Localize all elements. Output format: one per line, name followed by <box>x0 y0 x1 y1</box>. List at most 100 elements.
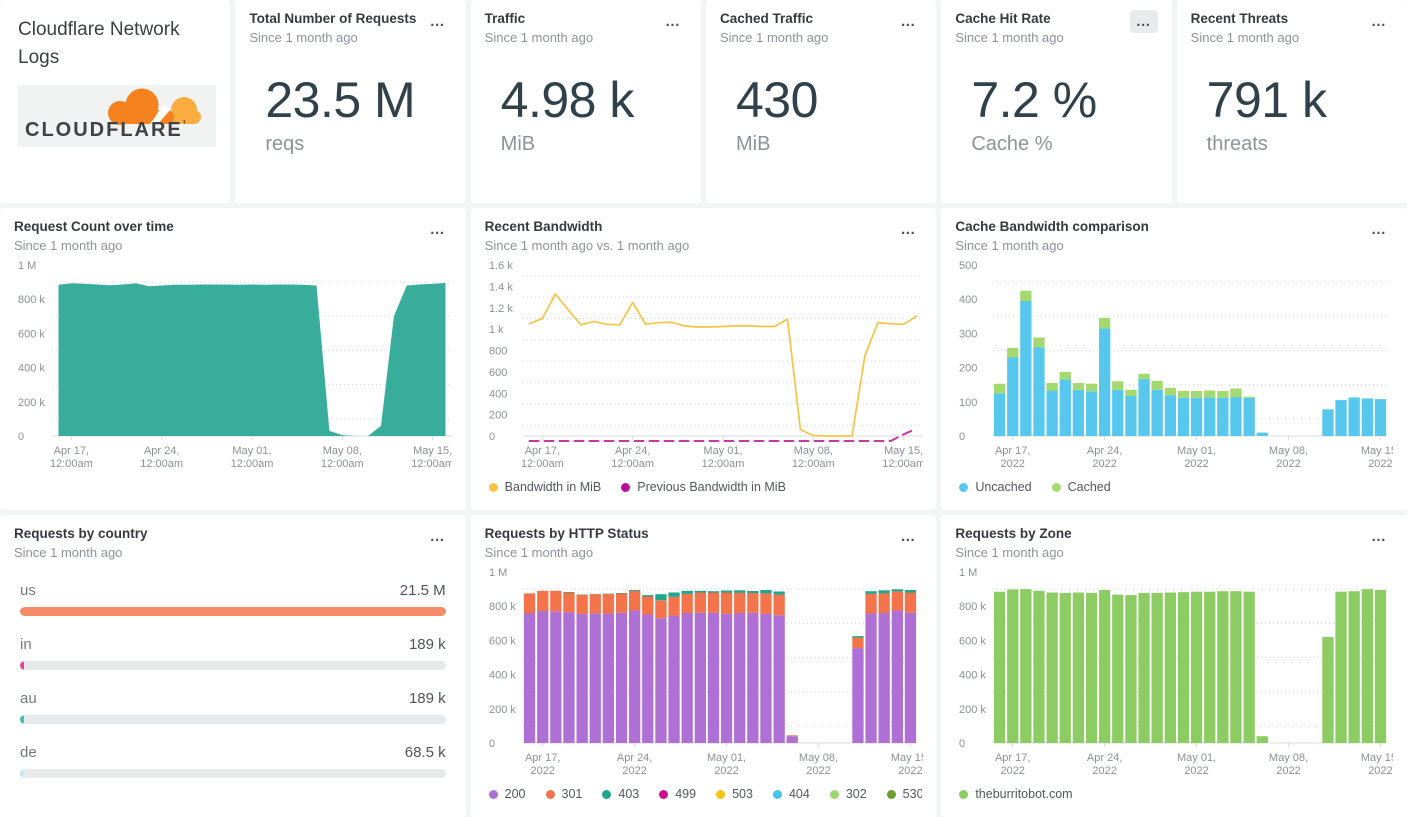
legend-color-dot <box>1051 482 1061 492</box>
svg-text:May 08,: May 08, <box>323 445 362 457</box>
svg-text:2022: 2022 <box>1369 765 1393 777</box>
panel-cached-traffic: Cached Traffic Since 1 month ago … 430 M… <box>705 0 937 203</box>
gauge-country-label: us <box>20 581 36 599</box>
requests-by-http-status-chart[interactable]: 1 M 800 k 600 k 400 k 200 k 0 Apr 17, 2022 Apr 2… <box>485 560 923 783</box>
dashboard-title: Cloudflare Network Logs <box>18 19 180 68</box>
svg-text:Apr 24,: Apr 24, <box>615 445 650 457</box>
svg-text:0: 0 <box>18 431 24 443</box>
svg-text:Apr 24,: Apr 24, <box>144 445 179 457</box>
cache-bandwidth-comparison-chart[interactable]: 500 400 300 200 100 0 Apr 17, 2022 Apr 24, 2022 Ma… <box>955 253 1393 476</box>
svg-text:1 M: 1 M <box>489 567 507 579</box>
panel-traffic: Traffic Since 1 month ago … 4.98 k MiB <box>470 0 701 203</box>
panel-menu-button[interactable]: … <box>1365 525 1393 548</box>
stat-body: 7.2 % Cache % <box>955 45 1157 195</box>
top-row: Cloudflare Network Logs CLOUDFLARE’ Tota… <box>0 0 1407 203</box>
gauge-value: 189 k <box>408 689 446 707</box>
panel-menu-button[interactable]: … <box>1129 10 1158 33</box>
legend-item[interactable]: 499 <box>659 787 696 801</box>
svg-text:12:00am: 12:00am <box>882 458 923 470</box>
svg-text:0: 0 <box>489 738 495 750</box>
legend-item[interactable]: Uncached <box>959 480 1032 494</box>
legend-label: 301 <box>561 787 583 801</box>
legend-item[interactable]: Bandwidth in MiB <box>488 480 601 494</box>
gauge-row-au: au 189 k <box>20 690 446 724</box>
svg-text:400: 400 <box>959 294 977 306</box>
panel-title: Requests by HTTP Status <box>484 526 649 541</box>
stat-unit: MiB <box>735 133 771 156</box>
svg-text:200 k: 200 k <box>18 396 45 408</box>
legend-item[interactable]: Previous Bandwidth in MiB <box>621 480 786 494</box>
legend-item[interactable]: 403 <box>602 787 639 801</box>
legend-item[interactable]: theburritobot.com <box>959 787 1073 801</box>
legend-label: 499 <box>675 787 697 801</box>
svg-text:2022: 2022 <box>1277 765 1301 777</box>
request-count-over-time-chart[interactable]: 1 M 800 k 600 k 400 k 200 k 0 Apr 17, 12:00am Ap… <box>14 253 452 476</box>
stat-unit: reqs <box>265 133 305 156</box>
svg-text:800 k: 800 k <box>489 601 516 613</box>
requests-by-zone-chart[interactable]: 1 M 800 k 600 k 400 k 200 k 0 Apr 17, 2022 Apr 2… <box>955 560 1393 783</box>
panel-subtitle: Since 1 month ago <box>484 29 594 45</box>
panel-menu-button[interactable]: … <box>659 10 687 33</box>
legend-item[interactable]: 302 <box>829 787 867 801</box>
svg-text:Apr 24,: Apr 24, <box>617 752 652 764</box>
panel-menu-button[interactable]: … <box>1365 10 1393 33</box>
panel-menu-button[interactable]: … <box>894 525 922 548</box>
svg-text:May 01,: May 01, <box>1177 445 1216 457</box>
svg-text:1 M: 1 M <box>18 260 36 272</box>
legend-item[interactable]: 530 <box>886 787 923 801</box>
legend-label: Previous Bandwidth in MiB <box>637 480 786 494</box>
gauge-fill <box>20 660 24 670</box>
panel-subtitle: Since 1 month ago <box>955 544 1064 560</box>
chart-legend: 200301403499503404302530526524 <box>485 783 923 809</box>
svg-text:Apr 17,: Apr 17, <box>995 445 1030 457</box>
svg-text:2022: 2022 <box>1001 458 1025 470</box>
svg-text:May 01,: May 01, <box>232 445 271 457</box>
panel-menu-button[interactable]: … <box>1365 218 1393 241</box>
panel-menu-button[interactable]: … <box>424 525 452 548</box>
legend-label: theburritobot.com <box>975 787 1073 801</box>
stat-value: 4.98 k <box>500 71 635 128</box>
panel-title: Cached Traffic <box>719 11 814 26</box>
legend-item[interactable]: 503 <box>716 787 753 801</box>
stat-value: 23.5 M <box>265 71 416 128</box>
bottom-row: Requests by country Since 1 month ago … … <box>0 515 1407 817</box>
svg-text:May 15,: May 15, <box>1361 752 1393 764</box>
panel-total-requests: Total Number of Requests Since 1 month a… <box>235 0 466 203</box>
gauge-track <box>20 660 446 670</box>
svg-text:600 k: 600 k <box>959 635 986 647</box>
panel-subtitle: Since 1 month ago <box>249 29 358 45</box>
panel-subtitle: Since 1 month ago <box>14 237 123 253</box>
svg-text:0: 0 <box>959 431 965 443</box>
legend-item[interactable]: 301 <box>545 787 583 801</box>
panel-menu-button[interactable]: … <box>894 218 922 241</box>
legend-item[interactable]: Cached <box>1051 480 1111 494</box>
panel-menu-button[interactable]: … <box>894 10 922 33</box>
svg-text:1.6 k: 1.6 k <box>489 260 513 272</box>
legend-color-dot <box>959 482 969 492</box>
legend-item[interactable]: 404 <box>772 787 810 801</box>
legend-item[interactable]: 200 <box>488 787 526 801</box>
svg-text:2022: 2022 <box>622 765 646 777</box>
panel-subtitle: Since 1 month ago <box>1190 29 1300 45</box>
panel-title: Recent Threats <box>1190 11 1289 26</box>
legend-color-dot <box>886 789 896 799</box>
stat-value: 430 <box>735 71 818 128</box>
panel-title: Cache Bandwidth comparison <box>955 219 1149 234</box>
svg-text:800: 800 <box>489 345 507 357</box>
panel-subtitle: Since 1 month ago <box>14 544 123 560</box>
svg-text:May 15,: May 15, <box>891 752 923 764</box>
panel-requests-by-country: Requests by country Since 1 month ago … … <box>0 515 466 817</box>
panel-subtitle: Since 1 month ago <box>955 237 1064 253</box>
gauge-fill <box>20 606 446 616</box>
legend-color-dot <box>716 789 726 799</box>
legend-color-dot <box>772 789 782 799</box>
svg-text:12:00am: 12:00am <box>321 458 364 470</box>
panel-menu-button[interactable]: … <box>424 218 452 241</box>
panel-title: Requests by country <box>14 526 148 541</box>
legend-label: 530 <box>902 787 923 801</box>
panel-menu-button[interactable]: … <box>424 10 452 33</box>
svg-text:1 M: 1 M <box>959 567 977 579</box>
svg-text:12:00am: 12:00am <box>792 458 835 470</box>
panel-title: Requests by Zone <box>955 526 1072 541</box>
